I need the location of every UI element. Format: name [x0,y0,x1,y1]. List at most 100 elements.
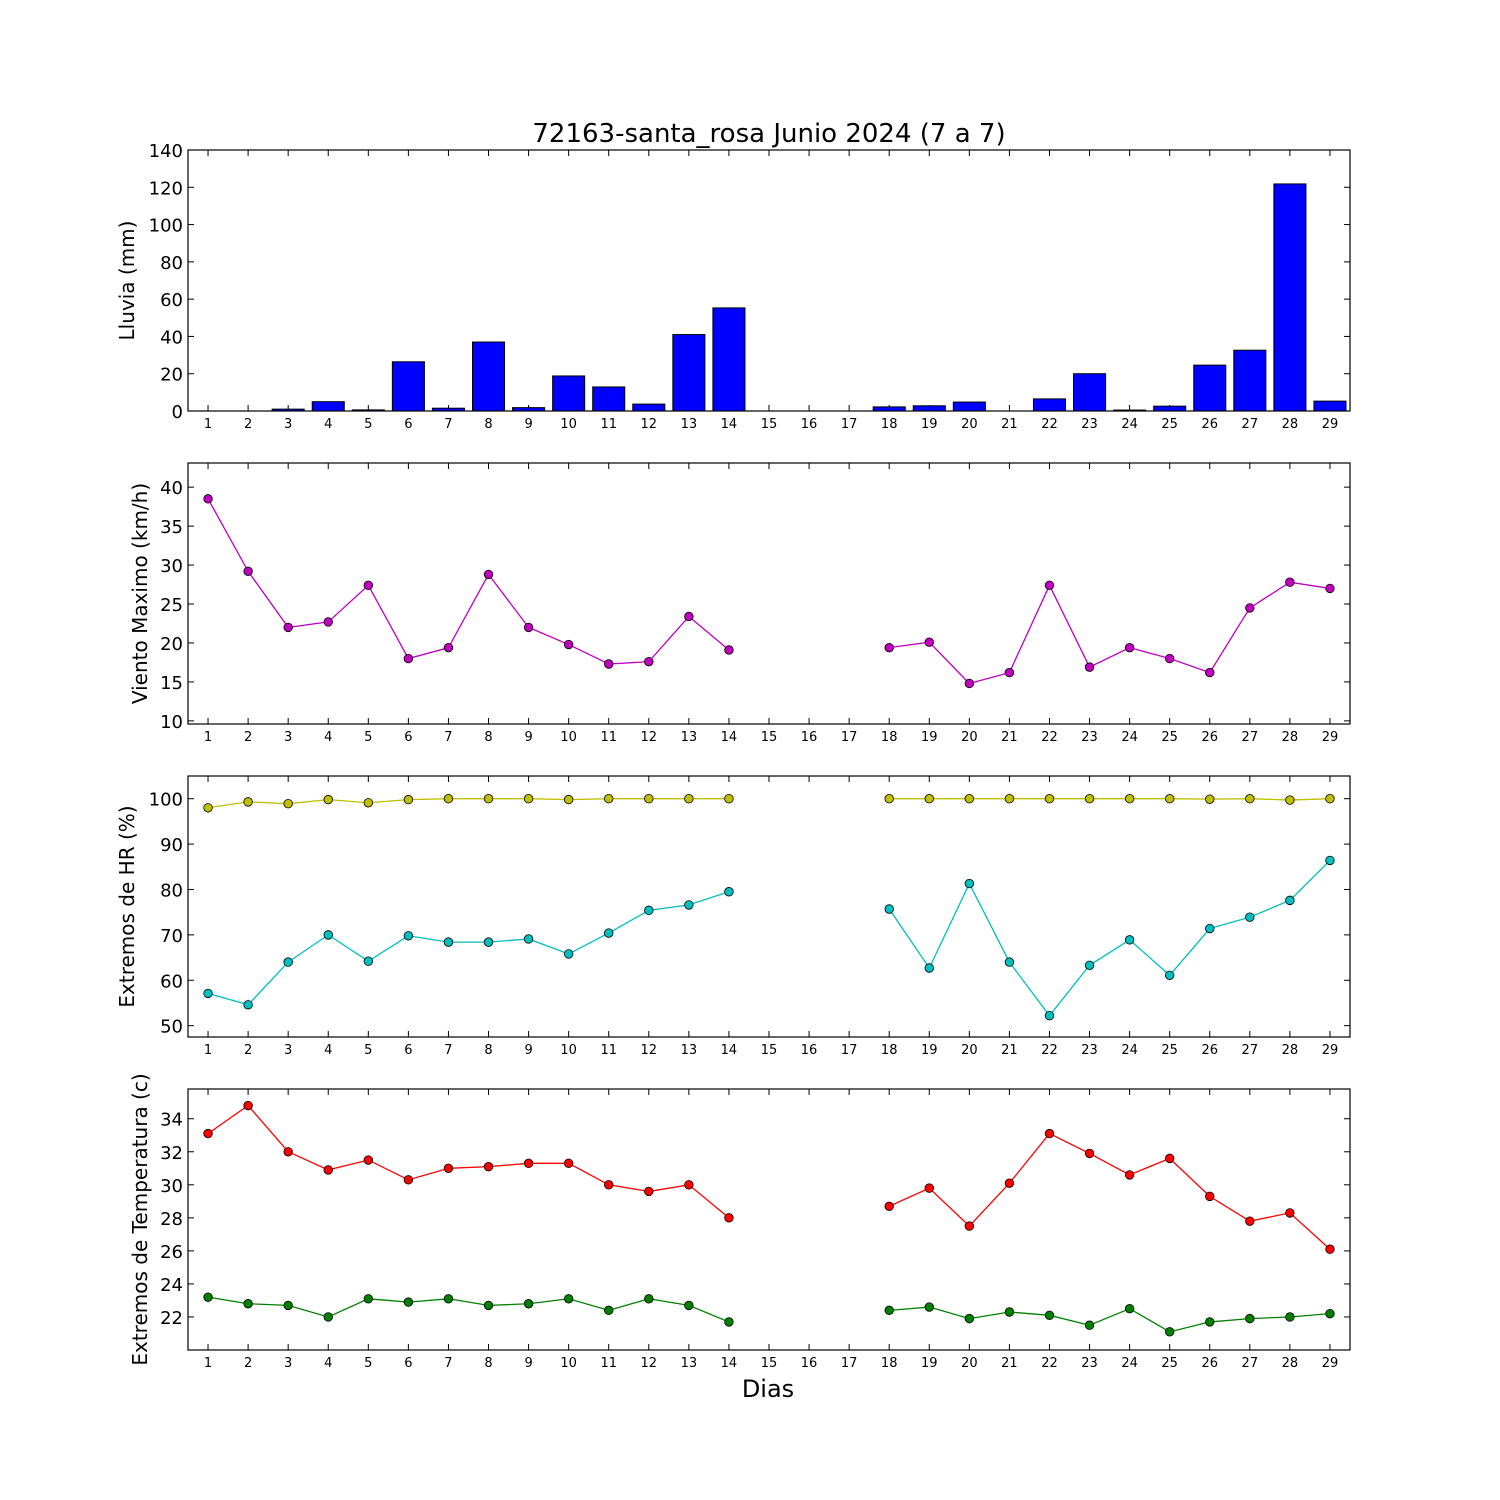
y-tick-label: 30 [160,556,183,577]
series-2-point-day-27 [1245,912,1255,922]
x-tick-label: 5 [364,730,372,745]
series-1-point-day-8 [483,793,494,804]
y-axis-label: Extremos de Temperatura (c) [128,1073,152,1365]
series-2-point-day-29 [1325,855,1335,866]
x-tick-label: 19 [921,1356,938,1371]
bar-day-6 [391,361,425,412]
x-tick-label: 12 [641,1356,658,1371]
x-tick-label: 24 [1121,730,1138,745]
series-2-point-day-28 [1285,1312,1295,1322]
series-1-line [207,798,729,809]
x-tick-label: 4 [324,1356,332,1371]
x-tick-label: 24 [1121,1356,1138,1371]
chart-title: 72163-santa_rosa Junio 2024 (7 a 7) [532,119,1005,149]
series-1-line [889,581,1331,685]
series-1-point-day-27 [1245,603,1255,613]
x-tick-label: 3 [284,730,292,745]
series-1-point-day-4 [323,794,333,805]
x-tick-label: 13 [681,417,698,432]
x-tick-label: 17 [841,1043,858,1058]
y-tick-label: 24 [160,1275,183,1296]
series-1-point-day-11 [604,659,614,669]
series-1-point-day-29 [1325,1244,1335,1254]
x-tick-label: 29 [1322,1356,1339,1371]
series-1-point-day-3 [283,622,293,633]
x-tick-label: 16 [801,1356,818,1371]
plot-frame [187,775,1351,1038]
series-1-point-day-26 [1205,794,1215,804]
y-tick-label: 100 [149,216,183,237]
x-tick-label: 5 [364,417,372,432]
x-tick-label: 19 [921,417,938,432]
series-1-point-day-5 [363,580,374,591]
y-tick-label: 50 [160,1017,183,1038]
series-1-point-day-18 [884,1201,894,1211]
x-tick-label: 26 [1201,1356,1218,1371]
y-tick-label: 22 [160,1308,183,1329]
x-tick-label: 23 [1081,1356,1098,1371]
series-1-point-day-9 [523,622,534,633]
series-2-line [207,891,730,1006]
bar-day-20 [952,401,986,412]
x-tick-label: 12 [641,1043,658,1058]
x-tick-label: 4 [324,730,332,745]
bar-day-26 [1193,364,1227,412]
x-tick-label: 8 [484,730,492,745]
series-2-point-day-6 [403,931,414,941]
series-2-point-day-19 [924,1302,934,1312]
series-1-point-day-18 [884,642,894,653]
x-tick-label: 18 [881,1043,898,1058]
x-tick-label: 10 [560,1043,577,1058]
series-1-point-day-14 [724,793,734,804]
series-2-point-day-24 [1124,1304,1135,1314]
series-1-point-day-9 [523,793,534,804]
series-2-point-day-18 [884,1305,894,1316]
series-1-point-day-2 [243,797,253,807]
series-1-point-day-22 [1044,793,1055,804]
bar-day-8 [471,341,506,412]
x-tick-label: 26 [1201,417,1218,432]
x-tick-label: 2 [244,730,252,745]
series-1-point-day-29 [1325,793,1335,804]
x-tick-label: 3 [284,1043,292,1058]
series-2-point-day-23 [1084,1320,1095,1330]
series-1-point-day-23 [1084,662,1095,672]
series-1-point-day-26 [1205,667,1215,678]
y-tick-label: 80 [160,253,183,274]
series-2-point-day-20 [964,878,975,889]
series-1-point-day-29 [1325,583,1335,594]
series-2-point-day-5 [363,956,374,966]
series-1-point-day-11 [604,1180,614,1190]
x-tick-label: 7 [444,417,452,432]
series-2-point-day-21 [1004,1307,1015,1317]
bar-day-29 [1313,400,1347,412]
x-tick-label: 20 [961,1356,978,1371]
x-tick-label: 11 [600,417,617,432]
x-tick-label: 9 [524,730,532,745]
x-tick-label: 18 [881,417,898,432]
series-2-point-day-13 [684,1300,694,1311]
series-2-point-day-2 [243,1299,253,1309]
x-tick-label: 12 [641,730,658,745]
bar-day-25 [1153,405,1187,412]
y-tick-label: 70 [160,926,183,947]
x-axis-label: Dias [742,1375,794,1403]
x-tick-label: 7 [444,1356,452,1371]
series-2-point-day-7 [443,937,454,947]
x-tick-label: 9 [524,417,532,432]
series-1-point-day-13 [684,793,694,804]
series-2-point-day-27 [1245,1313,1255,1324]
x-tick-label: 5 [364,1043,372,1058]
series-2-point-day-10 [563,1294,574,1304]
series-1-line [207,498,730,665]
bar-day-14 [712,307,746,412]
series-1-line [888,1132,1331,1250]
series-1-point-day-7 [443,793,454,804]
series-1-point-day-22 [1044,1128,1055,1139]
x-tick-label: 21 [1001,730,1018,745]
series-1-point-day-18 [884,793,894,804]
y-tick-label: 100 [149,790,183,811]
bar-day-4 [311,401,345,412]
series-1-point-day-3 [283,798,293,809]
